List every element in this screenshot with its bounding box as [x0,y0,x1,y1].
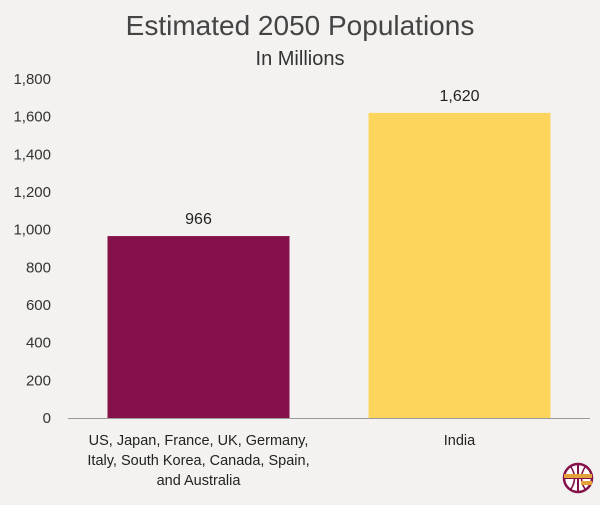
y-tick-label: 800 [26,259,51,276]
y-tick-label: 400 [26,335,51,352]
y-tick-label: 1,200 [13,184,51,201]
y-tick-label: 600 [26,297,51,314]
x-tick-label: Italy, South Korea, Canada, Spain, [87,453,309,469]
y-tick-label: 200 [26,372,51,389]
bar [368,112,551,419]
globe-logo-icon [562,462,594,494]
y-tick-label: 1,600 [13,109,51,126]
bars [107,112,551,419]
chart-title: Estimated 2050 Populations [126,10,475,41]
data-label: 966 [185,211,212,228]
bar [107,236,290,418]
x-axis: US, Japan, France, UK, Germany, Italy, So… [68,418,590,489]
chart-subtitle: In Millions [256,48,345,70]
y-tick-label: 1,000 [13,222,51,239]
data-label: 1,620 [439,88,479,105]
data-labels: 966 1,620 [185,88,479,228]
x-tick-label: India [444,433,476,449]
x-tick-label: US, Japan, France, UK, Germany, [89,433,309,449]
y-tick-label: 1,800 [13,71,51,88]
y-tick-label: 0 [43,410,51,427]
x-tick-label: and Australia [157,473,242,489]
y-axis: 0 200 400 600 800 1,000 1,200 1,400 1,600 1,800 [13,71,51,427]
y-tick-label: 1,400 [13,146,51,163]
